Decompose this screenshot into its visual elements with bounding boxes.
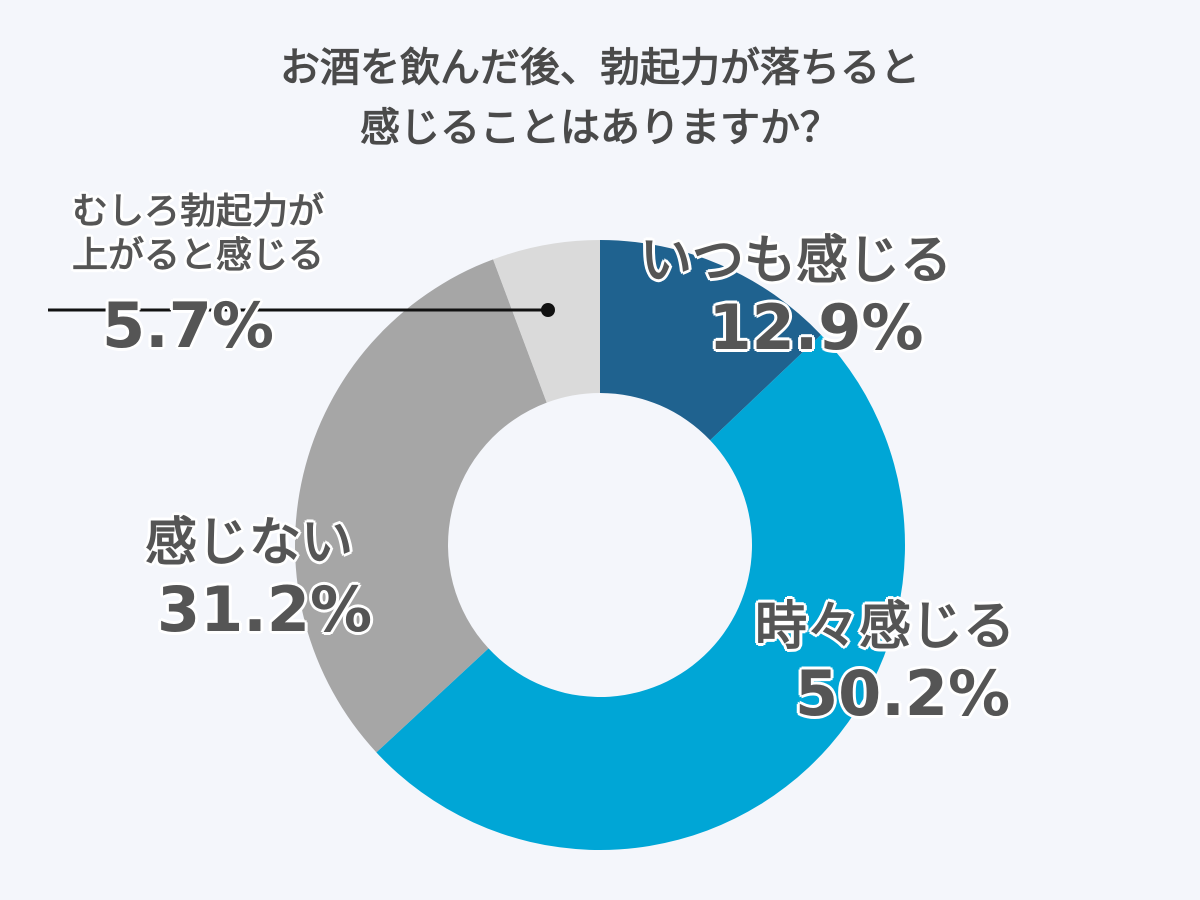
label-always-name: いつも感じる [640, 231, 953, 291]
slice-never [295, 259, 547, 753]
label-always: いつも感じる 12.9% [640, 230, 952, 364]
leader-line-dot [541, 303, 555, 317]
chart-title-line2: 感じることはありますか？ [360, 105, 840, 151]
label-never-name: 感じない [145, 513, 354, 573]
chart-title: お酒を飲んだ後、勃起力が落ちると 感じることはありますか？ [0, 38, 1200, 158]
label-rather-up-line2: 上がると感じる [72, 235, 325, 276]
label-never-value: 31.2% [157, 573, 373, 646]
label-sometimes-value: 50.2% [795, 657, 1011, 730]
label-rather-up-line1: むしろ勃起力が [72, 191, 325, 232]
chart-title-line1: お酒を飲んだ後、勃起力が落ちると [280, 45, 920, 91]
label-sometimes-name: 時々感じる [755, 597, 1016, 657]
label-rather-up: むしろ勃起力が 上がると感じる 5.7% [72, 190, 324, 362]
leader-line [48, 303, 555, 317]
label-sometimes: 時々感じる 50.2% [755, 596, 1015, 730]
slice-sometimes [376, 334, 905, 850]
label-never: 感じない 31.2% [145, 512, 372, 646]
label-rather-up-value: 5.7% [102, 289, 274, 362]
donut-slices [295, 240, 905, 850]
slice-always [600, 240, 822, 441]
slice-rather-up [493, 240, 600, 403]
label-always-value: 12.9% [708, 291, 924, 364]
